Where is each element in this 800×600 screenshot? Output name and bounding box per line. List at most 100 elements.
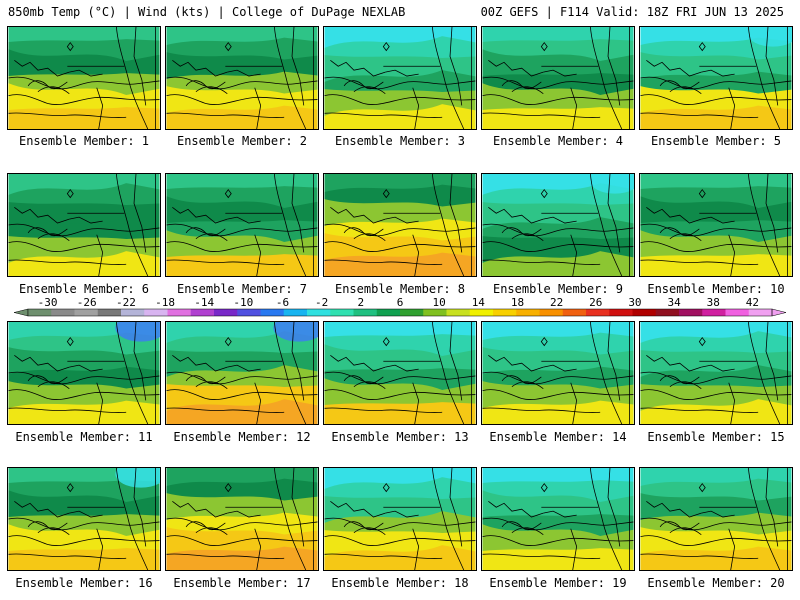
temperature-band (640, 399, 792, 424)
temperature-map (7, 321, 161, 425)
geo-outline (96, 528, 104, 570)
geo-outline (227, 216, 261, 224)
geo-outline (195, 233, 228, 241)
ensemble-member-label: Ensemble Member: 6 (18, 282, 150, 296)
geo-outline (254, 528, 262, 570)
geo-outline (27, 80, 68, 90)
station-marker (224, 189, 232, 199)
geo-outline (589, 174, 623, 276)
station-marker (540, 189, 548, 199)
temperature-band (166, 105, 318, 129)
station-marker (698, 337, 706, 347)
station-marker (540, 483, 548, 493)
temperature-band (640, 546, 792, 570)
cold-pocket (747, 27, 792, 47)
geo-outline (96, 234, 104, 276)
geo-outline (543, 364, 577, 372)
scale-tick-label: 26 (589, 296, 603, 309)
geo-outline (115, 174, 149, 276)
geo-outline (385, 364, 419, 372)
ensemble-member-label: Ensemble Member: 7 (176, 282, 308, 296)
geo-outline (273, 174, 307, 276)
station-marker (382, 189, 390, 199)
geo-outline (728, 87, 736, 129)
temperature-band (8, 400, 160, 424)
geo-outline (330, 60, 386, 77)
scale-tick-label: -26 (76, 296, 97, 309)
scale-swatch (446, 309, 471, 316)
temperature-band (324, 545, 476, 570)
geo-outline (728, 234, 736, 276)
geo-outline (482, 94, 634, 105)
geo-outline (8, 112, 127, 119)
geo-outline (646, 501, 702, 518)
ensemble-member-label: Ensemble Member: 13 (331, 430, 469, 444)
ensemble-member-label: Ensemble Member: 17 (173, 576, 311, 590)
temperature-map (639, 321, 793, 425)
temperature-map (7, 26, 161, 130)
geo-outline (669, 86, 702, 94)
scale-tick-label: 34 (667, 296, 681, 309)
geo-outline (646, 355, 702, 372)
geo-outline (431, 174, 465, 276)
geo-outline (646, 60, 702, 77)
scale-swatch (725, 309, 750, 316)
ensemble-member-label: Ensemble Member: 18 (331, 576, 469, 590)
geo-outline (728, 382, 736, 424)
geo-outline (701, 216, 735, 224)
scale-swatch (469, 309, 494, 316)
geo-outline (543, 69, 577, 77)
ensemble-member-panel: Ensemble Member: 5 (639, 26, 793, 150)
geo-outline (385, 69, 419, 77)
geo-outline (640, 371, 792, 385)
geo-outline (543, 216, 577, 224)
geo-outline (640, 517, 792, 531)
geo-outline (185, 521, 226, 531)
geo-outline (640, 407, 759, 414)
geo-outline (8, 76, 160, 90)
scale-swatch (516, 309, 540, 316)
geo-outline (324, 223, 476, 237)
scale-swatch (283, 309, 308, 316)
temperature-band (482, 251, 634, 276)
geo-outline (8, 241, 160, 252)
geo-outline (195, 527, 228, 535)
scale-swatch (121, 309, 145, 316)
geo-outline (8, 535, 160, 546)
geo-outline (343, 521, 384, 531)
geo-outline (669, 527, 702, 535)
scale-swatch (400, 309, 424, 316)
geo-outline (324, 76, 476, 90)
geo-outline (273, 468, 307, 570)
station-marker (540, 337, 548, 347)
geo-outline (511, 233, 544, 241)
station-marker (66, 42, 74, 52)
station-marker (382, 42, 390, 52)
geo-outline (166, 389, 318, 400)
geo-outline (482, 241, 634, 252)
geo-outline (431, 27, 465, 129)
geo-outline (172, 501, 228, 518)
geo-outline (324, 371, 476, 385)
scale-swatch (167, 309, 192, 316)
ensemble-member-panel: Ensemble Member: 13 (323, 321, 477, 446)
scale-swatch (214, 309, 238, 316)
geo-outline (646, 207, 702, 224)
scale-tick-label: -18 (155, 296, 175, 309)
scale-swatch (702, 309, 726, 316)
geo-outline (501, 521, 542, 531)
geo-outline (353, 86, 386, 94)
geo-outline (511, 527, 544, 535)
ensemble-member-panel: Ensemble Member: 9 (481, 173, 635, 298)
geo-outline (353, 381, 386, 389)
geo-outline (765, 468, 779, 547)
geo-outline (501, 375, 542, 385)
geo-outline (14, 60, 70, 77)
station-marker (540, 42, 548, 52)
temperature-map (323, 26, 477, 130)
station-marker (698, 483, 706, 493)
ensemble-member-panel: Ensemble Member: 12 (165, 321, 319, 446)
geo-outline (728, 528, 736, 570)
cold-pocket (115, 468, 160, 488)
scale-swatch (586, 309, 610, 316)
